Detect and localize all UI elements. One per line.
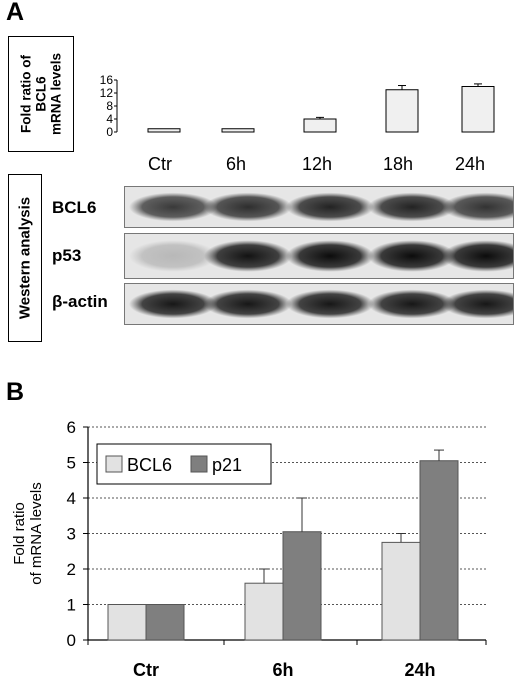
blot-strip-bcl6 — [124, 186, 520, 228]
band-BCL6-18h — [368, 192, 456, 222]
western-analysis-label-box: Western analysis — [8, 174, 42, 342]
band-p53-12h — [286, 240, 374, 272]
band-p53-6h — [204, 240, 292, 272]
blot-strip-beta-actin — [124, 283, 520, 325]
legend-swatch-p21 — [190, 455, 208, 473]
legend-label-bcl6: BCL6 — [127, 455, 172, 475]
band-β-actin-6h — [204, 289, 292, 319]
band-BCL6-12h — [286, 192, 374, 222]
y-tick-label: 16 — [100, 73, 113, 87]
x-tick-label: 24h — [404, 660, 435, 680]
bar-18h — [385, 89, 419, 133]
band-p53-18h — [368, 240, 456, 272]
lane-label: 18h — [382, 154, 414, 174]
panel-a-letter: A — [6, 0, 25, 26]
band-β-actin-Ctr — [129, 289, 217, 319]
y-tick-label: 4 — [67, 489, 76, 508]
lane-label: 12h — [301, 154, 333, 174]
blot-label-beta-actin: β-actin — [52, 292, 108, 311]
bar-p21-24h — [419, 460, 459, 641]
blot-strip-p53 — [124, 233, 520, 279]
band-BCL6-24h — [442, 192, 520, 222]
legend-swatch-bcl6 — [105, 455, 123, 473]
bar-Ctr — [147, 128, 181, 133]
band-β-actin-18h — [368, 289, 456, 319]
bar-BCL6-Ctr — [107, 604, 147, 641]
bar-12h — [303, 118, 337, 133]
blot-label-bcl6: BCL6 — [52, 198, 97, 217]
y-tick-label: 0 — [67, 631, 76, 650]
mrna-axis-label: Fold ratio of BCL6 mRNA levels — [19, 53, 64, 135]
y-axis-label: Fold ratioof mRNA levels — [11, 482, 45, 585]
band-BCL6-Ctr — [129, 192, 217, 222]
x-tick-label: Ctr — [133, 660, 159, 680]
y-tick-label: 5 — [67, 454, 76, 473]
western-analysis-label: Western analysis — [16, 196, 34, 320]
panel-b-letter: B — [6, 378, 25, 406]
blot-bands-beta-actin — [129, 289, 520, 319]
mrna-axis-label-box: Fold ratio of BCL6 mRNA levels — [8, 36, 74, 152]
y-tick-label: 4 — [106, 112, 113, 126]
bar-p21-6h — [282, 531, 322, 641]
blot-bands-bcl6 — [129, 192, 520, 222]
band-BCL6-6h — [204, 192, 292, 222]
band-β-actin-24h — [442, 289, 520, 319]
lane-label: 24h — [454, 154, 486, 174]
lane-label: Ctr — [148, 154, 172, 174]
y-tick-label: 6 — [67, 418, 76, 437]
y-tick-label: 0 — [106, 125, 113, 136]
y-axis-label-line: of mRNA levels — [28, 482, 45, 585]
y-tick-label: 2 — [67, 560, 76, 579]
x-tick-label: 6h — [272, 660, 293, 680]
band-p53-Ctr — [129, 240, 217, 272]
mrna-label-line-1: Fold ratio of — [18, 55, 34, 134]
bar-BCL6-6h — [244, 582, 284, 641]
blot-bands-p53 — [129, 240, 520, 272]
bar-BCL6-24h — [381, 541, 421, 641]
blot-label-p53: p53 — [52, 246, 82, 265]
y-tick-label: 12 — [100, 86, 113, 100]
y-tick-label: 3 — [67, 525, 76, 544]
panel-b-mrna-chart: 0 1 2 3 4 5 6 Fold ratioof mRNA levels Ctr 6h 24h B… — [11, 418, 487, 680]
bar-24h — [461, 86, 495, 133]
legend: BCL6 p21 — [96, 443, 272, 485]
y-axis-label-line: Fold ratio — [11, 502, 28, 565]
lane-labels: Ctr 6h 12h 18h 24h — [0, 154, 520, 178]
band-β-actin-12h — [286, 289, 374, 319]
legend-label-p21: p21 — [212, 455, 242, 475]
y-tick-label: 1 — [67, 596, 76, 615]
mrna-label-line-2: BCL6 — [33, 76, 49, 112]
mrna-label-line-3: mRNA levels — [48, 52, 64, 136]
legend-box — [96, 443, 272, 485]
bar-p21-Ctr — [145, 604, 185, 641]
y-tick-label: 8 — [106, 99, 113, 113]
lane-label: 6h — [225, 154, 247, 174]
band-p53-24h — [442, 240, 520, 272]
bar-6h — [221, 128, 255, 133]
